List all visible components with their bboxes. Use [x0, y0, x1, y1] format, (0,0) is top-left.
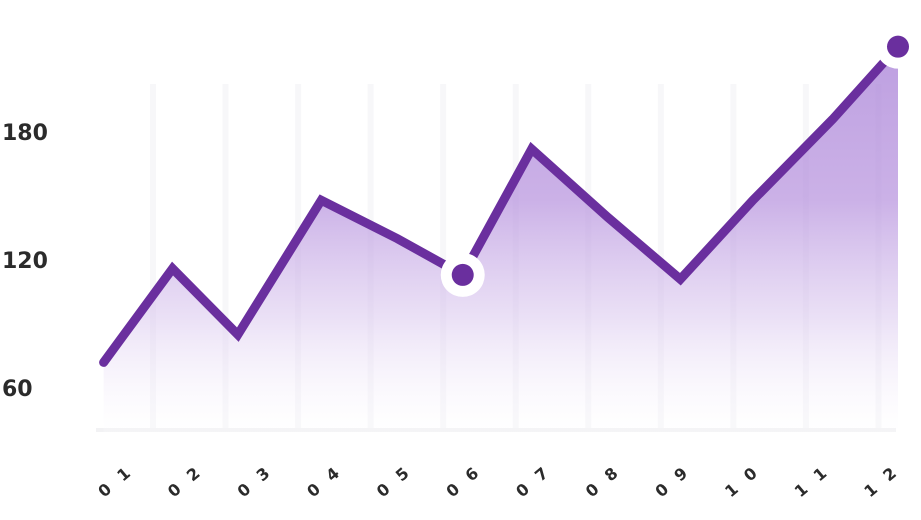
series-area	[103, 46, 899, 433]
x-tick-label: 0 6	[443, 461, 486, 501]
grid-line	[150, 84, 156, 430]
grid-line	[440, 84, 447, 430]
point-layer	[440, 24, 920, 297]
x-tick-label: 0 1	[94, 461, 137, 501]
x-tick-label: 0 3	[234, 461, 277, 501]
y-tick-label: 60	[2, 377, 33, 402]
area-layer	[103, 46, 899, 433]
x-tick-label: 0 4	[303, 461, 346, 501]
highlight-point	[887, 35, 909, 58]
series-line	[99, 42, 903, 367]
x-tick-label: 0 5	[373, 461, 416, 501]
y-tick-label: 180	[2, 121, 48, 146]
x-axis-ticks: 0 1 0 2 0 3 0 4 0 5 0 6 0 7 0 8 0 9 1 0 1 1 1 2	[94, 461, 903, 501]
x-tick-label: 0 8	[582, 461, 625, 501]
x-tick-label: 0 9	[651, 461, 694, 501]
grid-line	[222, 84, 229, 430]
x-tick-label: 1 2	[860, 461, 903, 501]
x-tick-label: 1 0	[721, 461, 764, 501]
x-tick-label: 0 2	[164, 461, 207, 501]
x-tick-label: 1 1	[791, 461, 834, 501]
y-tick-label: 120	[2, 249, 48, 274]
y-axis-ticks: 60 120 180	[2, 121, 48, 402]
highlight-point	[451, 263, 474, 286]
x-tick-label: 0 7	[512, 461, 555, 501]
line-layer	[99, 42, 903, 367]
